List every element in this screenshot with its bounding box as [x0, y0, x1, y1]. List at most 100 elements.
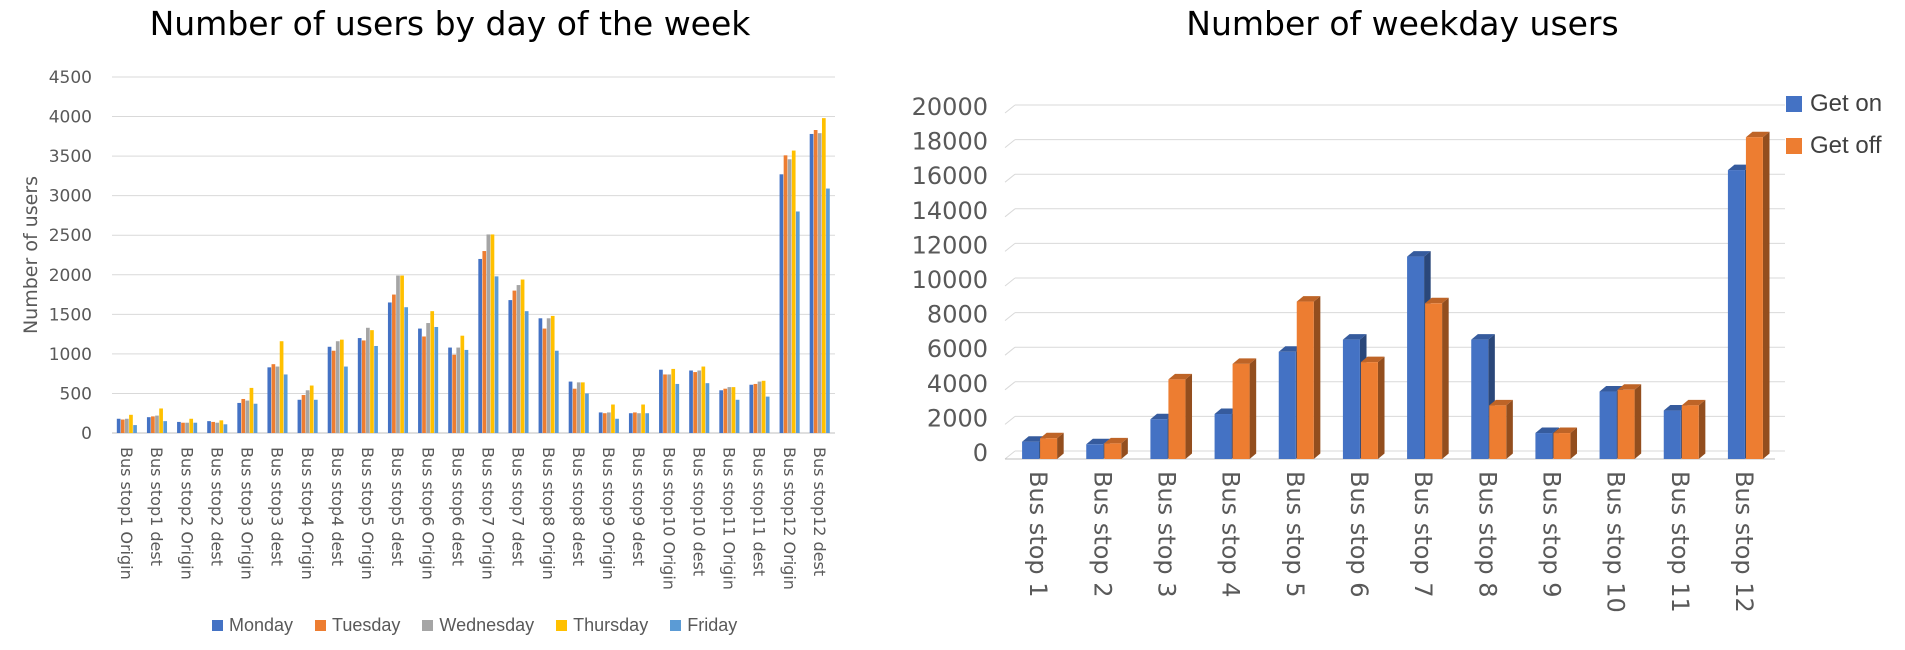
bar-top	[1296, 296, 1321, 302]
bar	[580, 382, 585, 433]
bar	[181, 422, 185, 433]
bar	[1360, 362, 1378, 459]
bar	[516, 285, 521, 433]
y-axis-label: Number of users	[20, 176, 42, 334]
x-tick-label: Bus stop 6	[1345, 471, 1373, 598]
bar	[546, 318, 551, 433]
x-tick-label: Bus stop5 Origin	[358, 447, 377, 580]
bar	[735, 399, 740, 433]
x-tick-label: Bus stop4 dest	[328, 447, 347, 566]
y-tick-label: 4000	[927, 370, 988, 398]
bar	[779, 174, 784, 433]
x-tick-label: Bus stop 10	[1602, 471, 1630, 613]
bar-side	[1249, 358, 1257, 459]
left-chart-panel: Number of users by day of the week 0 500 1…	[0, 0, 900, 650]
bar	[1471, 339, 1489, 459]
bar	[245, 400, 250, 433]
x-tick-label: Bus stop9 Origin	[599, 447, 618, 580]
legend-item: Get on	[1786, 90, 1882, 118]
x-tick-label: Bus stop1 Origin	[117, 447, 136, 580]
bar-top	[1168, 373, 1193, 380]
bar	[125, 418, 129, 433]
x-tick-label: Bus stop12 Origin	[780, 447, 799, 590]
bar	[783, 155, 788, 433]
bar	[253, 403, 258, 433]
x-tick-label: Bus stop 11	[1666, 471, 1694, 613]
bar	[585, 393, 589, 433]
bar	[615, 418, 619, 433]
bar	[1040, 438, 1058, 459]
bar-side	[1634, 384, 1642, 459]
gridline-side	[1004, 346, 1016, 356]
bar	[1745, 137, 1763, 459]
y-tick-label: 2500	[49, 226, 92, 246]
y-tick-label: 3000	[49, 187, 92, 207]
bar-top	[1535, 427, 1560, 434]
bar-side	[1185, 373, 1193, 459]
gridline-side	[1004, 450, 1016, 460]
legend-label: Get off	[1810, 132, 1882, 159]
bar-top	[1104, 437, 1128, 444]
bar	[189, 418, 194, 433]
bar	[1407, 256, 1425, 459]
y-tick-label: 18000	[912, 128, 988, 156]
bar	[1425, 303, 1443, 459]
bar	[1232, 363, 1250, 459]
legend-label: Monday	[229, 615, 294, 635]
bar-top	[1681, 399, 1706, 406]
bar	[366, 327, 370, 433]
gridline-side	[1004, 173, 1016, 183]
bar	[761, 380, 766, 433]
bar	[297, 399, 302, 433]
x-tick-label: Bus stop 3	[1152, 471, 1180, 598]
bar-top	[1727, 164, 1752, 171]
bar-top	[1489, 399, 1513, 406]
bar	[719, 390, 724, 433]
bar-side	[1313, 296, 1321, 459]
bar	[1663, 410, 1681, 459]
legend-swatch	[556, 620, 568, 631]
x-tick-label: Bus stop10 Origin	[659, 447, 678, 590]
bar	[215, 422, 220, 433]
bar	[645, 413, 650, 433]
bar	[1681, 405, 1699, 459]
bar	[550, 315, 555, 433]
bar	[598, 412, 603, 433]
bar	[697, 370, 702, 433]
legend-label: Tuesday	[332, 615, 401, 635]
bar	[1086, 444, 1104, 459]
bar	[313, 399, 318, 433]
bar-top	[1471, 334, 1495, 340]
x-tick-label: Bus stop5 dest	[388, 447, 407, 566]
x-tick-label: Bus stop4 Origin	[298, 447, 317, 580]
bar	[283, 374, 288, 433]
bar	[1617, 389, 1635, 459]
x-tick-label: Bus stop10 dest	[689, 447, 708, 576]
bar	[426, 323, 430, 433]
bar-top	[1663, 405, 1688, 411]
bar	[193, 422, 198, 433]
gridline-side	[1004, 243, 1016, 252]
bar	[207, 421, 211, 433]
bar	[1214, 414, 1232, 459]
y-tick-label: 4000	[49, 108, 92, 128]
chart-1-plot: 0 500 1000 1500 2000 2500 3000 3500 4000 4500 Numb…	[20, 68, 835, 590]
legend-label: Thursday	[573, 615, 649, 635]
bar	[633, 412, 637, 433]
bar	[689, 370, 693, 433]
bar-side	[1377, 356, 1385, 459]
bar	[486, 234, 491, 433]
bar-top	[1232, 358, 1257, 364]
bar	[490, 234, 495, 433]
gridline-side	[1004, 139, 1016, 148]
y-tick-label: 6000	[927, 335, 988, 363]
bar	[542, 328, 547, 433]
bar-side	[1506, 399, 1513, 459]
legend-swatch	[670, 620, 682, 631]
y-tick-label: 0	[81, 424, 92, 444]
bar	[1168, 379, 1186, 459]
gridline-side	[1004, 104, 1016, 114]
x-tick-label: Bus stop 8	[1473, 471, 1501, 598]
bar	[301, 395, 306, 433]
bar	[482, 251, 487, 433]
